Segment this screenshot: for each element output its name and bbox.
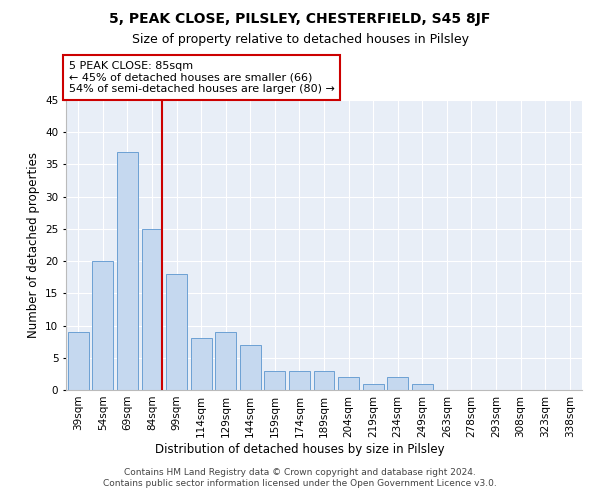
Bar xyxy=(166,274,187,390)
Text: Size of property relative to detached houses in Pilsley: Size of property relative to detached ho… xyxy=(131,32,469,46)
Bar xyxy=(191,338,212,390)
Y-axis label: Number of detached properties: Number of detached properties xyxy=(26,152,40,338)
Text: 5 PEAK CLOSE: 85sqm
← 45% of detached houses are smaller (66)
54% of semi-detach: 5 PEAK CLOSE: 85sqm ← 45% of detached ho… xyxy=(68,61,334,94)
Bar xyxy=(362,384,383,390)
Bar xyxy=(215,332,236,390)
Bar xyxy=(289,370,310,390)
Bar xyxy=(240,345,261,390)
Text: Distribution of detached houses by size in Pilsley: Distribution of detached houses by size … xyxy=(155,442,445,456)
Text: Contains HM Land Registry data © Crown copyright and database right 2024.
Contai: Contains HM Land Registry data © Crown c… xyxy=(103,468,497,487)
Bar xyxy=(92,261,113,390)
Bar xyxy=(68,332,89,390)
Bar xyxy=(142,229,163,390)
Bar xyxy=(117,152,138,390)
Bar xyxy=(387,377,408,390)
Bar xyxy=(265,370,286,390)
Bar xyxy=(314,370,334,390)
Bar xyxy=(338,377,359,390)
Text: 5, PEAK CLOSE, PILSLEY, CHESTERFIELD, S45 8JF: 5, PEAK CLOSE, PILSLEY, CHESTERFIELD, S4… xyxy=(109,12,491,26)
Bar xyxy=(412,384,433,390)
